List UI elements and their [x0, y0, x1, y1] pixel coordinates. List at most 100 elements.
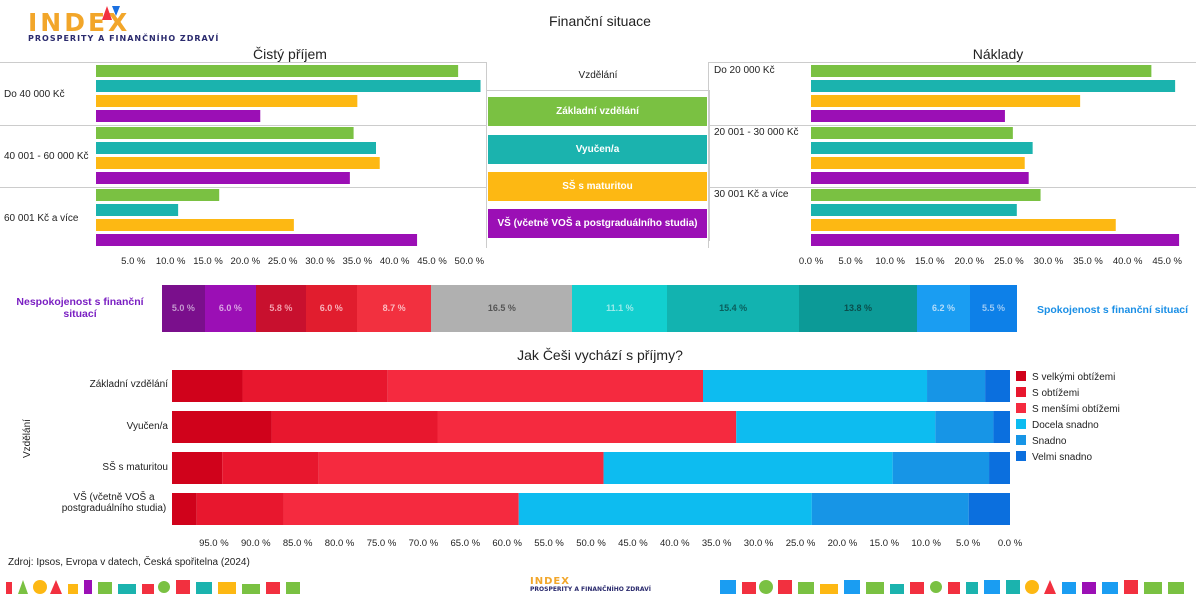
coping-chart: 95.0 % 90.0 % 85.0 % 80.0 % 75.0 % 70.0 % 65.0… — [0, 360, 1200, 560]
x-tick-label: 80.0 % — [324, 538, 355, 549]
logo-text: INDEX — [28, 8, 131, 37]
dissatisfaction-label: Nespokojenost s finanční situací — [16, 296, 144, 320]
satisfaction-segment: 6.0 % — [204, 285, 257, 332]
x-tick-label: 95.0 % — [199, 538, 229, 549]
x-tick-label: 10.0 % — [875, 256, 905, 267]
x-tick-label: 40.0 % — [660, 538, 690, 549]
bar-1-1 — [96, 142, 376, 154]
x-tick-label: 5.0 % — [955, 538, 981, 549]
legend-entry: S obtížemi — [1016, 386, 1196, 402]
satisfaction-segment: 16.5 % — [431, 285, 573, 332]
page-title: Finanční situace — [549, 13, 651, 29]
expenses-divider-1 — [708, 125, 1196, 126]
logo-subtitle: PROSPERITY A FINANČNÍHO ZDRAVÍ — [28, 34, 220, 43]
x-tick-label: 30.0 % — [1033, 256, 1064, 267]
bar-3-2 — [811, 234, 1180, 246]
bar-0-0 — [811, 65, 1152, 77]
legend-label: Velmi snadno — [1032, 452, 1093, 463]
x-tick-label: 15.0 % — [869, 538, 900, 549]
coping-bar-2-3 — [283, 493, 519, 525]
x-tick-label: 50.0 % — [454, 256, 485, 267]
x-tick-label: 15.0 % — [914, 256, 945, 267]
bar-0-2 — [96, 189, 220, 201]
legend-label: S velkými obtížemi — [1032, 372, 1116, 383]
income-category-label: Do 40 000 Kč — [4, 89, 65, 100]
coping-bar-1-0 — [242, 370, 388, 402]
coping-bar-1-1 — [271, 411, 438, 443]
coping-bar-3-3 — [518, 493, 812, 525]
bar-2-2 — [96, 219, 294, 231]
coping-bar-0-1 — [172, 411, 272, 443]
legend-entry: Velmi snadno — [1016, 450, 1196, 466]
x-tick-label: 65.0 % — [450, 538, 481, 549]
legend-label: S obtížemi — [1032, 388, 1080, 399]
x-tick-label: 45.0 % — [618, 538, 648, 549]
bar-2-1 — [811, 157, 1025, 169]
expenses-chart-title: Náklady — [972, 46, 1024, 62]
expenses-left-border — [708, 62, 709, 248]
coping-bar-1-3 — [196, 493, 284, 525]
bar-0-2 — [811, 189, 1041, 201]
legend-item-vyucen: Vyučen/a — [488, 135, 707, 164]
x-tick-label: 60.0 % — [492, 538, 522, 549]
bar-0-1 — [96, 127, 354, 139]
bar-3-0 — [96, 110, 261, 122]
coping-bar-4-2 — [892, 452, 990, 484]
legend-swatch — [1016, 371, 1026, 381]
x-tick-label: 10.0 % — [911, 538, 941, 549]
x-tick-label: 20.0 % — [827, 538, 858, 549]
x-tick-label: 75.0 % — [366, 538, 397, 549]
legend-entry: S menšími obtížemi — [1016, 402, 1196, 418]
legend-entry: Snadno — [1016, 434, 1196, 450]
x-tick-label: 35.0 % — [1073, 256, 1103, 267]
coping-category-label: VŠ (včetně VOŠ a postgraduálního studia) — [61, 492, 167, 514]
legend-label: S menšími obtížemi — [1032, 404, 1120, 415]
satisfaction-segment: 8.7 % — [356, 285, 432, 332]
coping-bar-3-2 — [603, 452, 893, 484]
x-tick-label: 25.0 % — [785, 538, 816, 549]
expenses-category-label: 30 001 Kč a více — [714, 189, 789, 200]
income-category-label: 40 001 - 60 000 Kč — [4, 151, 89, 162]
decorative-icons-left — [6, 580, 300, 594]
coping-bar-0-3 — [172, 493, 197, 525]
x-tick-label: 90.0 % — [241, 538, 271, 549]
bar-3-2 — [96, 234, 418, 246]
x-tick-label: 55.0 % — [534, 538, 564, 549]
coping-bar-4-0 — [927, 370, 986, 402]
coping-bar-5-2 — [989, 452, 1010, 484]
coping-bar-5-3 — [968, 493, 1010, 525]
bar-2-2 — [811, 219, 1116, 231]
coping-bar-0-2 — [172, 452, 223, 484]
x-tick-label: 45.0 % — [1152, 256, 1182, 267]
x-tick-label: 5.0 % — [121, 256, 146, 267]
coping-bar-0-0 — [172, 370, 243, 402]
x-tick-label: 20.0 % — [954, 256, 985, 267]
x-tick-label: 20.0 % — [230, 256, 261, 267]
coping-bar-2-0 — [387, 370, 704, 402]
x-tick-label: 50.0 % — [576, 538, 606, 549]
legend-item-vs: VŠ (včetně VOŠ a postgraduálního studia) — [488, 209, 707, 238]
footer-logo-text: INDEX — [530, 576, 570, 587]
logo-mark-icon — [102, 6, 120, 20]
satisfaction-segment: 6.2 % — [916, 285, 970, 332]
income-chart: Čistý příjem Do 40 000 Kč 40 001 - 60 00… — [0, 44, 490, 269]
satisfaction-label: Spokojenost s finanční situací — [1036, 304, 1189, 316]
coping-chart-title: Jak Češi vychází s příjmy? — [517, 347, 683, 363]
bar-3-0 — [811, 110, 1005, 122]
income-category-label: 60 001 Kč a více — [4, 213, 79, 224]
decorative-icons-right — [720, 580, 1184, 594]
coping-bar-2-1 — [437, 411, 737, 443]
bar-1-0 — [96, 80, 481, 92]
income-chart-title: Čistý příjem — [253, 46, 327, 62]
coping-bar-5-0 — [985, 370, 1010, 402]
coping-bar-3-1 — [736, 411, 936, 443]
satisfaction-segment: 13.8 % — [798, 285, 917, 332]
legend-label: Docela snadno — [1032, 420, 1099, 431]
legend-label: Snadno — [1032, 436, 1067, 447]
legend-item-zakladni: Základní vzdělání — [488, 97, 707, 126]
x-tick-label: 85.0 % — [282, 538, 313, 549]
bar-3-1 — [96, 172, 350, 184]
satisfaction-segment: 5.5 % — [969, 285, 1017, 332]
legend-entry: Docela snadno — [1016, 418, 1196, 434]
x-tick-label: 45.0 % — [417, 256, 447, 267]
